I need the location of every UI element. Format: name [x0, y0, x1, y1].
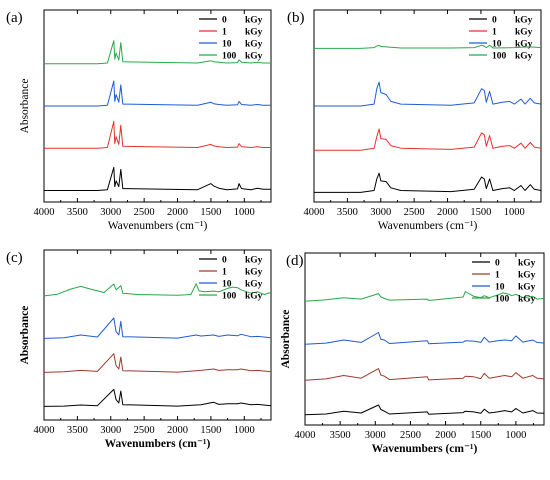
legend-value: 10 — [495, 283, 505, 293]
x-tick-label: 2000 — [167, 425, 188, 436]
series-line-1-kgy — [304, 368, 545, 381]
series-line-1-kgy — [44, 120, 271, 149]
panel-a: 4000 3500 3000 2500 2000 1500 1000Wavenumbers … — [6, 9, 272, 232]
panel-b: 4000 3500 3000 2500 2000 1500 1000Wavenumbers … — [287, 9, 542, 232]
series-line-100-kgy — [314, 44, 542, 49]
x-tick-label: 2500 — [404, 207, 425, 218]
legend-value: 0 — [222, 256, 227, 266]
legend-unit: kGy — [245, 40, 263, 50]
x-tick-label: 4000 — [34, 207, 55, 218]
x-tick-label: 1500 — [470, 207, 491, 218]
series-line-100-kgy — [304, 291, 545, 302]
x-tick-label: 2000 — [167, 207, 188, 218]
legend-unit: kGy — [245, 268, 263, 278]
panel-label: (d) — [286, 253, 304, 269]
series-line-0-kgy — [44, 166, 271, 191]
x-tick-label: 1500 — [200, 207, 221, 218]
panel-label: (c) — [6, 250, 23, 266]
legend-value: 1 — [495, 271, 500, 281]
series-line-10-kgy — [314, 81, 542, 107]
x-tick-label: 3500 — [337, 207, 358, 218]
legend-unit: kGy — [518, 283, 536, 293]
legend-value: 0 — [222, 16, 227, 26]
x-axis-label: Wavenumbers (cm⁻¹) — [372, 443, 478, 455]
legend-unit: kGy — [245, 256, 263, 266]
legend-unit: kGy — [245, 52, 263, 62]
x-tick-label: 4000 — [304, 207, 325, 218]
legend-value: 100 — [492, 52, 507, 62]
x-axis-label: Wavenumbers (cm⁻¹) — [108, 220, 208, 232]
series-line-10-kgy — [43, 317, 272, 339]
legend-value: 1 — [222, 28, 227, 38]
legend-unit: kGy — [515, 16, 533, 26]
legend-value: 0 — [495, 259, 500, 269]
x-tick-label: 1000 — [234, 207, 255, 218]
legend-value: 1 — [222, 268, 227, 278]
legend-value: 100 — [495, 295, 510, 305]
legend-value: 10 — [222, 40, 232, 50]
series-line-0-kgy — [314, 172, 542, 193]
x-tick-label: 2000 — [437, 207, 458, 218]
series-line-10-kgy — [44, 80, 271, 107]
y-axis-label: Absorbance — [19, 79, 31, 134]
series-line-100-kgy — [43, 283, 272, 297]
legend-unit: kGy — [245, 280, 263, 290]
x-tick-label: 3500 — [67, 425, 88, 436]
series-line-0-kgy — [43, 388, 272, 407]
plot-frame — [43, 249, 272, 421]
legend-value: 10 — [222, 280, 232, 290]
x-tick-label: 2500 — [134, 425, 155, 436]
x-tick-label: 2500 — [134, 207, 155, 218]
series-line-1-kgy — [43, 353, 272, 373]
y-axis-label: Absorbance — [280, 310, 292, 369]
x-tick-label: 3500 — [330, 430, 351, 441]
plot-frame — [304, 252, 545, 426]
panel-c: 4000 3500 3000 2500 2000 1500 1000Wavenumbers … — [6, 249, 272, 450]
legend-value: 10 — [492, 40, 502, 50]
series-line-1-kgy — [314, 128, 542, 151]
legend-unit: kGy — [518, 271, 536, 281]
legend-value: 100 — [222, 292, 237, 302]
panel-label: (a) — [6, 10, 23, 26]
x-tick-label: 1500 — [470, 430, 491, 441]
x-tick-label: 1000 — [504, 207, 525, 218]
x-axis-label: Wavenumbers (cm⁻¹) — [378, 220, 478, 232]
legend-value: 0 — [492, 16, 497, 26]
panel-d: 4000 3500 3000 2500 2000 1500 1000Wavenumbers … — [280, 252, 545, 455]
series-line-10-kgy — [304, 332, 545, 345]
legend-unit: kGy — [245, 292, 263, 302]
x-tick-label: 3000 — [365, 430, 386, 441]
x-tick-label: 4000 — [34, 425, 55, 436]
x-tick-label: 4000 — [295, 430, 316, 441]
x-tick-label: 2000 — [435, 430, 456, 441]
legend-unit: kGy — [245, 28, 263, 38]
x-tick-label: 1000 — [234, 425, 255, 436]
legend-unit: kGy — [518, 259, 536, 269]
series-line-100-kgy — [44, 40, 271, 65]
legend-unit: kGy — [515, 28, 533, 38]
x-tick-label: 3000 — [100, 425, 121, 436]
x-axis-label: Wavenumbers (cm⁻¹) — [105, 438, 211, 450]
legend-unit: kGy — [515, 52, 533, 62]
x-tick-label: 2500 — [400, 430, 421, 441]
legend-unit: kGy — [518, 295, 536, 305]
x-tick-label: 3000 — [100, 207, 121, 218]
legend-unit: kGy — [515, 40, 533, 50]
x-tick-label: 1500 — [200, 425, 221, 436]
x-tick-label: 3000 — [370, 207, 391, 218]
x-tick-label: 1000 — [505, 430, 526, 441]
y-axis-label: Absorbance — [19, 306, 31, 365]
series-line-0-kgy — [304, 404, 545, 416]
x-tick-label: 3500 — [67, 207, 88, 218]
legend-value: 100 — [222, 52, 237, 62]
legend-value: 1 — [492, 28, 497, 38]
legend-unit: kGy — [245, 16, 263, 26]
panel-label: (b) — [287, 10, 305, 26]
